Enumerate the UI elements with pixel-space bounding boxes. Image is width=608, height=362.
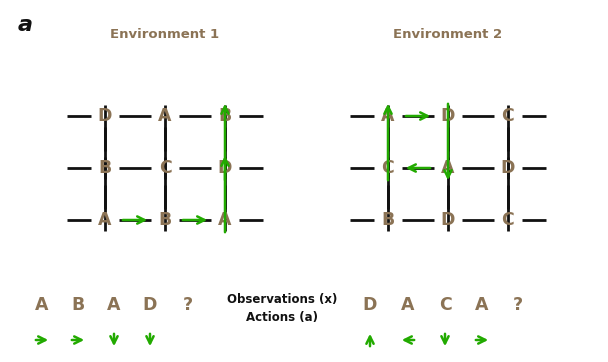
Text: Observations (x): Observations (x) <box>227 294 337 307</box>
Text: A: A <box>475 296 489 314</box>
Text: D: D <box>218 159 232 177</box>
Text: C: C <box>159 159 171 177</box>
Text: A: A <box>35 296 49 314</box>
Text: A: A <box>158 107 171 125</box>
Text: A: A <box>107 296 121 314</box>
Text: B: B <box>98 159 112 177</box>
Text: Environment 2: Environment 2 <box>393 28 503 41</box>
Text: D: D <box>143 296 157 314</box>
Text: B: B <box>158 211 171 229</box>
Text: C: C <box>502 211 514 229</box>
Text: ?: ? <box>183 296 193 314</box>
Text: Actions (a): Actions (a) <box>246 311 318 324</box>
Text: D: D <box>98 107 112 125</box>
Text: D: D <box>441 107 455 125</box>
Text: A: A <box>441 159 455 177</box>
Text: ?: ? <box>513 296 523 314</box>
Text: B: B <box>218 107 232 125</box>
Text: D: D <box>501 159 515 177</box>
Text: C: C <box>502 107 514 125</box>
Text: D: D <box>441 211 455 229</box>
Text: A: A <box>381 107 395 125</box>
Text: A: A <box>401 296 415 314</box>
Text: A: A <box>218 211 232 229</box>
Text: B: B <box>381 211 395 229</box>
Text: Environment 1: Environment 1 <box>111 28 219 41</box>
Text: C: C <box>382 159 395 177</box>
Text: a: a <box>18 15 33 35</box>
Text: A: A <box>98 211 112 229</box>
Text: D: D <box>363 296 377 314</box>
Text: B: B <box>71 296 85 314</box>
Text: C: C <box>438 296 451 314</box>
